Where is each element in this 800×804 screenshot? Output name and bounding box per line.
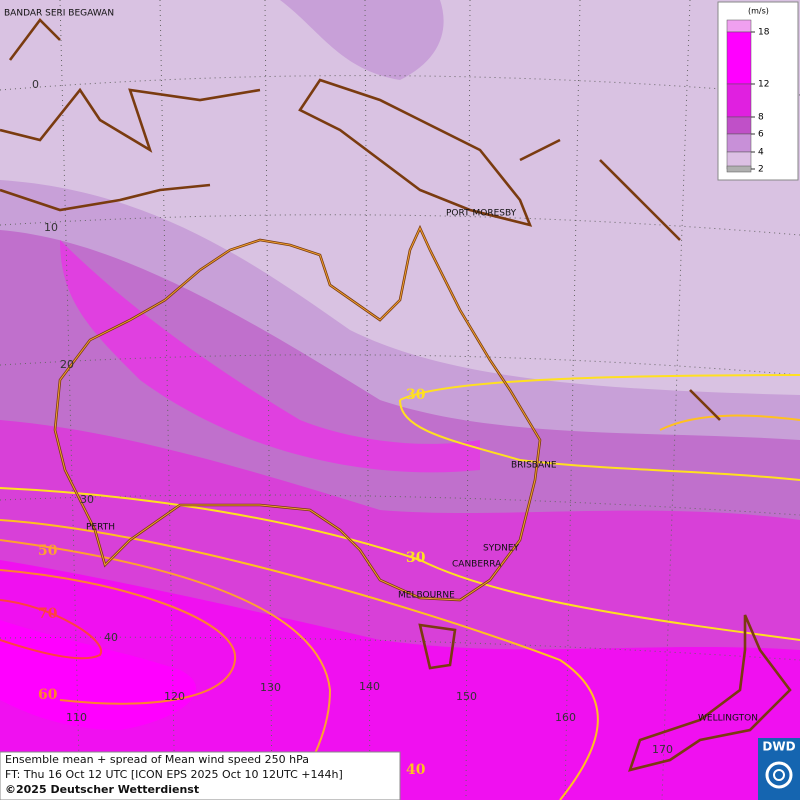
contour-label: 70 <box>38 606 58 622</box>
legend-cap <box>726 19 752 33</box>
city-label: BRISBANE <box>511 461 557 471</box>
contour <box>0 414 800 801</box>
lon-label: 130 <box>260 681 281 694</box>
contour <box>0 487 800 641</box>
legend-swatch <box>726 165 752 173</box>
lon-label: 140 <box>359 680 380 693</box>
lon-label: 150 <box>456 690 477 703</box>
logo-icon <box>765 761 793 789</box>
legend-label: 4 <box>758 148 764 158</box>
legend-label: 8 <box>758 113 764 123</box>
logo: DWD <box>762 740 795 754</box>
legend-swatch <box>726 31 752 85</box>
contour-label: 50 <box>38 543 58 559</box>
contour-label: 40 <box>406 762 426 778</box>
contour <box>0 599 103 660</box>
city-label: SYDNEY <box>483 544 520 554</box>
legend-swatch <box>726 133 752 153</box>
legend: (m/s) 18 12 8 6 4 2 <box>717 1 799 181</box>
contour-label: 60 <box>38 687 58 703</box>
lat-label: 30 <box>80 493 94 506</box>
lon-label: 110 <box>66 711 87 724</box>
city-label: CANBERRA <box>452 560 502 570</box>
city-label: MELBOURNE <box>398 591 455 601</box>
band <box>280 0 444 80</box>
footer-title: Ensemble mean + spread of Mean wind spee… <box>5 753 309 766</box>
lat-label: 20 <box>60 358 74 371</box>
footer-copyright: ©2025 Deutscher Wetterdienst <box>5 783 199 796</box>
lon-label: 120 <box>164 690 185 703</box>
city-label: WELLINGTON <box>698 714 758 724</box>
lat-label: 40 <box>104 631 118 644</box>
legend-unit: (m/s) <box>748 7 769 16</box>
contour <box>399 374 800 481</box>
lon-label: 170 <box>652 743 673 756</box>
legend-swatch <box>726 116 752 135</box>
city-label: PORT MORESBY <box>446 209 517 219</box>
band <box>60 240 480 473</box>
contour <box>0 569 237 705</box>
logo-icon <box>773 769 785 781</box>
lat-label: 0 <box>32 78 39 91</box>
lat-label: 10 <box>44 221 58 234</box>
legend-label: 12 <box>758 80 769 90</box>
legend-label: 2 <box>758 165 764 175</box>
coastline <box>0 18 792 772</box>
legend-swatch <box>726 83 752 118</box>
lon-label: 160 <box>555 711 576 724</box>
legend-label: 18 <box>758 28 770 38</box>
city-label: BANDAR SERI BEGAWAN <box>4 9 114 19</box>
legend-label: 6 <box>758 130 764 140</box>
footer-time: FT: Thu 16 Oct 12 UTC [ICON EPS 2025 Oct… <box>5 768 343 781</box>
city-label: PERTH <box>86 523 115 533</box>
contour-label: 30 <box>406 550 426 566</box>
contour-label: 30 <box>406 387 426 403</box>
